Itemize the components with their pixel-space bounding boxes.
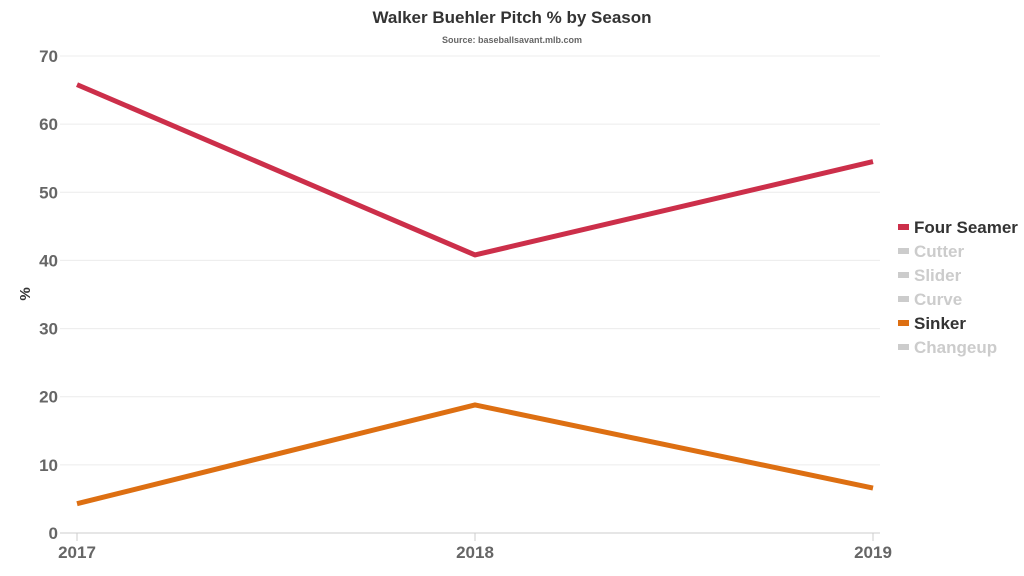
x-tick-label: 2018 <box>456 543 494 562</box>
y-tick-label: 70 <box>39 47 58 66</box>
y-tick-label: 30 <box>39 320 58 339</box>
legend-item[interactable]: Changeup <box>898 338 997 357</box>
y-tick-label: 40 <box>39 251 58 270</box>
y-tick-label: 20 <box>39 388 58 407</box>
legend-label: Slider <box>914 266 962 285</box>
legend-swatch <box>898 320 909 326</box>
legend-item[interactable]: Slider <box>898 266 962 285</box>
legend-label: Curve <box>914 290 962 309</box>
x-tick-label: 2019 <box>854 543 892 562</box>
y-tick-label: 0 <box>49 524 58 543</box>
legend-swatch <box>898 296 909 302</box>
legend-item[interactable]: Four Seamer <box>898 218 1018 237</box>
series-line-sinker <box>76 402 874 507</box>
legend-label: Sinker <box>914 314 966 333</box>
legend-swatch <box>898 272 909 278</box>
legend-item[interactable]: Cutter <box>898 242 964 261</box>
series-line-four-seamer <box>76 82 874 258</box>
x-tick-label: 2017 <box>58 543 96 562</box>
y-axis-label: % <box>17 287 34 300</box>
legend-swatch <box>898 224 909 230</box>
legend-item[interactable]: Sinker <box>898 314 966 333</box>
y-tick-label: 10 <box>39 456 58 475</box>
legend-label: Changeup <box>914 338 997 357</box>
legend-label: Cutter <box>914 242 964 261</box>
y-tick-label: 50 <box>39 183 58 202</box>
chart-title: Walker Buehler Pitch % by Season <box>372 8 651 27</box>
legend-swatch <box>898 248 909 254</box>
legend-item[interactable]: Curve <box>898 290 962 309</box>
legend-swatch <box>898 344 909 350</box>
y-tick-label: 60 <box>39 115 58 134</box>
legend-label: Four Seamer <box>914 218 1018 237</box>
chart-subtitle: Source: baseballsavant.mlb.com <box>442 35 582 45</box>
